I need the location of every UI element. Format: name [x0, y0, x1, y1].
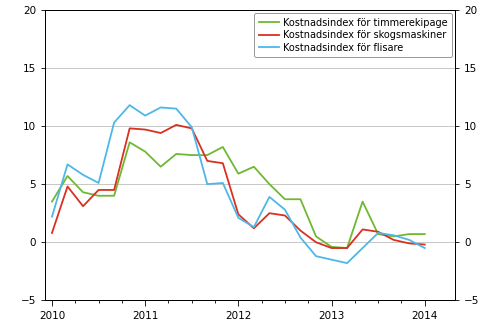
Kostnadsindex för flisare — [204, 182, 210, 186]
Kostnadsindex för flisare — [220, 181, 226, 185]
Kostnadsindex för flisare — [328, 258, 334, 262]
Kostnadsindex för timmerekipage — [282, 197, 288, 201]
Kostnadsindex för flisare — [282, 208, 288, 212]
Kostnadsindex för skogsmaskiner — [158, 131, 164, 135]
Kostnadsindex för skogsmaskiner — [111, 188, 117, 192]
Kostnadsindex för skogsmaskiner — [266, 211, 272, 215]
Kostnadsindex för skogsmaskiner — [142, 128, 148, 132]
Kostnadsindex för flisare — [111, 120, 117, 124]
Kostnadsindex för timmerekipage — [126, 140, 132, 144]
Kostnadsindex för skogsmaskiner — [328, 246, 334, 250]
Kostnadsindex för timmerekipage — [390, 234, 396, 238]
Kostnadsindex för timmerekipage — [298, 197, 304, 201]
Kostnadsindex för skogsmaskiner — [251, 226, 257, 230]
Kostnadsindex för flisare — [189, 125, 195, 129]
Kostnadsindex för flisare — [158, 106, 164, 110]
Kostnadsindex för timmerekipage — [344, 246, 350, 250]
Kostnadsindex för timmerekipage — [220, 145, 226, 149]
Kostnadsindex för flisare — [236, 216, 242, 220]
Kostnadsindex för timmerekipage — [80, 190, 86, 194]
Kostnadsindex för skogsmaskiner — [282, 214, 288, 217]
Kostnadsindex för flisare — [344, 261, 350, 265]
Kostnadsindex för timmerekipage — [375, 232, 381, 236]
Kostnadsindex för flisare — [142, 114, 148, 117]
Kostnadsindex för skogsmaskiner — [360, 227, 366, 231]
Kostnadsindex för timmerekipage — [328, 245, 334, 249]
Kostnadsindex för flisare — [96, 181, 102, 185]
Kostnadsindex för skogsmaskiner — [80, 204, 86, 208]
Kostnadsindex för timmerekipage — [266, 182, 272, 186]
Kostnadsindex för flisare — [251, 225, 257, 229]
Kostnadsindex för flisare — [406, 238, 412, 242]
Kostnadsindex för timmerekipage — [360, 200, 366, 204]
Kostnadsindex för timmerekipage — [96, 194, 102, 198]
Kostnadsindex för skogsmaskiner — [96, 188, 102, 192]
Kostnadsindex för flisare — [126, 103, 132, 107]
Line: Kostnadsindex för timmerekipage: Kostnadsindex för timmerekipage — [52, 142, 424, 248]
Legend: Kostnadsindex för timmerekipage, Kostnadsindex för skogsmaskiner, Kostnadsindex : Kostnadsindex för timmerekipage, Kostnad… — [254, 13, 452, 57]
Line: Kostnadsindex för flisare: Kostnadsindex för flisare — [52, 105, 424, 263]
Kostnadsindex för timmerekipage — [189, 153, 195, 157]
Kostnadsindex för skogsmaskiner — [204, 159, 210, 163]
Kostnadsindex för skogsmaskiner — [126, 126, 132, 130]
Kostnadsindex för flisare — [313, 254, 319, 258]
Kostnadsindex för flisare — [360, 246, 366, 250]
Kostnadsindex för timmerekipage — [313, 234, 319, 238]
Kostnadsindex för timmerekipage — [173, 152, 179, 156]
Kostnadsindex för skogsmaskiner — [236, 213, 242, 216]
Kostnadsindex för flisare — [64, 162, 70, 166]
Kostnadsindex för flisare — [390, 233, 396, 237]
Kostnadsindex för skogsmaskiner — [49, 231, 55, 235]
Kostnadsindex för timmerekipage — [64, 174, 70, 178]
Kostnadsindex för skogsmaskiner — [313, 240, 319, 244]
Kostnadsindex för skogsmaskiner — [406, 242, 412, 246]
Kostnadsindex för timmerekipage — [236, 172, 242, 176]
Kostnadsindex för timmerekipage — [204, 153, 210, 157]
Kostnadsindex för flisare — [298, 236, 304, 240]
Kostnadsindex för timmerekipage — [406, 232, 412, 236]
Kostnadsindex för flisare — [375, 231, 381, 235]
Kostnadsindex för skogsmaskiner — [64, 184, 70, 188]
Kostnadsindex för flisare — [422, 246, 428, 250]
Kostnadsindex för skogsmaskiner — [189, 126, 195, 130]
Kostnadsindex för flisare — [49, 215, 55, 219]
Kostnadsindex för timmerekipage — [422, 232, 428, 236]
Kostnadsindex för timmerekipage — [158, 165, 164, 169]
Kostnadsindex för skogsmaskiner — [422, 243, 428, 247]
Kostnadsindex för timmerekipage — [142, 149, 148, 153]
Line: Kostnadsindex för skogsmaskiner: Kostnadsindex för skogsmaskiner — [52, 125, 424, 248]
Kostnadsindex för skogsmaskiner — [173, 123, 179, 127]
Kostnadsindex för skogsmaskiner — [220, 161, 226, 165]
Kostnadsindex för flisare — [173, 107, 179, 111]
Kostnadsindex för skogsmaskiner — [344, 246, 350, 250]
Kostnadsindex för timmerekipage — [111, 194, 117, 198]
Kostnadsindex för skogsmaskiner — [298, 229, 304, 233]
Kostnadsindex för flisare — [80, 173, 86, 177]
Kostnadsindex för timmerekipage — [49, 200, 55, 204]
Kostnadsindex för flisare — [266, 195, 272, 199]
Kostnadsindex för skogsmaskiner — [390, 238, 396, 242]
Kostnadsindex för timmerekipage — [251, 165, 257, 169]
Kostnadsindex för skogsmaskiner — [375, 230, 381, 234]
